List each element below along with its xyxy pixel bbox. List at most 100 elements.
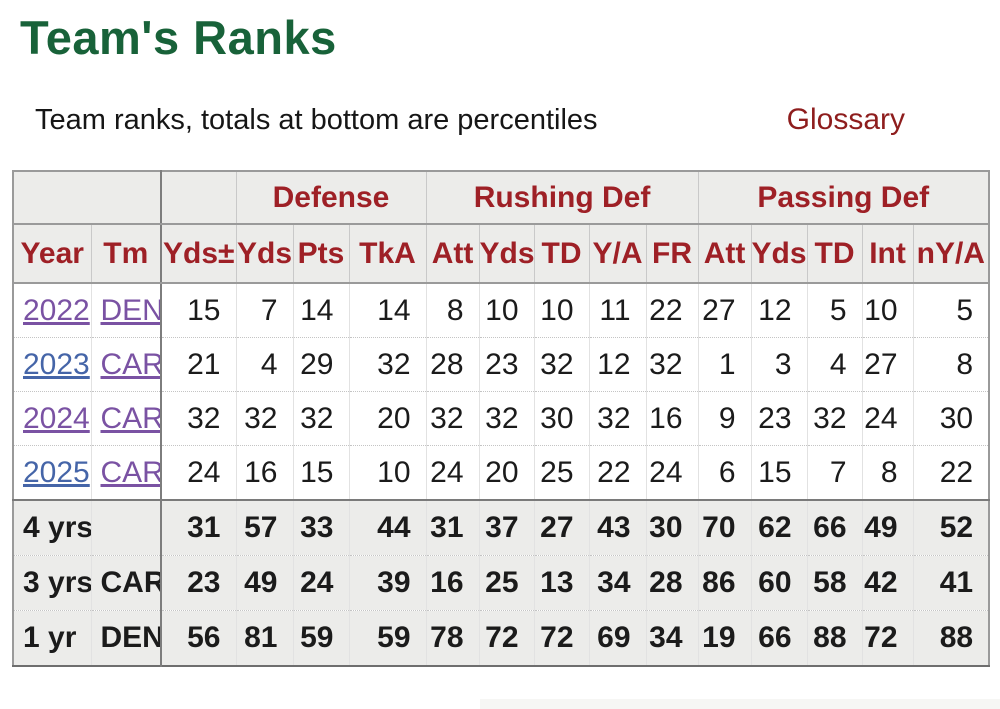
table-body: 2022 DEN 15 7 14 14 8 10 10 11 22 27 12 5 10 5 2023 CAR 21…: [13, 283, 990, 666]
percentile-cell: 41: [913, 555, 990, 611]
percentile-cell: 42: [862, 555, 914, 611]
percentile-cell: 49: [862, 499, 914, 556]
team-cell: CAR: [91, 445, 162, 500]
subtitle-text: Team ranks, totals at bottom are percent…: [35, 104, 598, 136]
rank-cell: 12: [589, 337, 647, 392]
total-label-cell: 3 yrs: [13, 555, 92, 611]
percentile-cell: 81: [236, 610, 294, 666]
rank-cell: 32: [236, 391, 294, 446]
total-team-cell: CAR: [91, 555, 162, 611]
year-link[interactable]: 2023: [23, 347, 90, 381]
team-link[interactable]: CAR: [100, 455, 161, 489]
percentile-cell: 66: [751, 610, 808, 666]
rank-cell: 32: [426, 391, 480, 446]
percentile-cell: 70: [698, 499, 752, 556]
percentile-cell: 37: [479, 499, 535, 556]
percentile-cell: 66: [807, 499, 863, 556]
percentile-cell: 25: [479, 555, 535, 611]
rank-cell: 32: [161, 391, 237, 446]
column-header: Year: [13, 224, 92, 284]
year-cell: 2025: [13, 445, 92, 500]
table-row: 2022 DEN 15 7 14 14 8 10 10 11 22 27 12 5 10 5: [13, 283, 990, 338]
percentile-cell: 60: [751, 555, 808, 611]
rank-cell: 21: [161, 337, 237, 392]
rank-cell: 32: [479, 391, 535, 446]
percentile-cell: 44: [349, 499, 427, 556]
percentile-cell: 31: [426, 499, 480, 556]
rank-cell: 32: [589, 391, 647, 446]
percentile-cell: 27: [534, 499, 590, 556]
percentile-cell: 28: [646, 555, 699, 611]
rank-cell: 20: [479, 445, 535, 500]
column-header: FR: [646, 224, 699, 284]
table-row: 2023 CAR 21 4 29 32 28 23 32 12 32 1 3 4 27 8: [13, 337, 990, 392]
glossary-link[interactable]: Glossary: [786, 103, 905, 136]
total-row: 3 yrs CAR 23 49 24 39 16 25 13 34 28 86 60 58 42 41: [13, 555, 990, 611]
page-title: Team's Ranks: [20, 11, 337, 64]
percentile-cell: 62: [751, 499, 808, 556]
column-header: nY/A: [913, 224, 990, 284]
rank-cell: 29: [293, 337, 350, 392]
team-cell: CAR: [91, 391, 162, 446]
total-team-cell: [91, 499, 162, 556]
table-row: 2025 CAR 24 16 15 10 24 20 25 22 24 6 15 7 8 22: [13, 445, 990, 500]
percentile-cell: 34: [646, 610, 699, 666]
rank-cell: 23: [751, 391, 808, 446]
rank-cell: 5: [807, 283, 863, 338]
year-cell: 2024: [13, 391, 92, 446]
percentile-cell: 59: [293, 610, 350, 666]
column-header-row: Year Tm Yds± Yds Pts TkA Att Yds TD Y/A FR Att Yds TD…: [13, 224, 990, 284]
rank-cell: 32: [807, 391, 863, 446]
percentile-cell: 69: [589, 610, 647, 666]
rank-cell: 16: [646, 391, 699, 446]
rank-cell: 23: [479, 337, 535, 392]
year-link[interactable]: 2025: [23, 455, 90, 489]
team-cell: DEN: [91, 283, 162, 338]
rank-cell: 22: [589, 445, 647, 500]
rank-cell: 25: [534, 445, 590, 500]
percentile-cell: 30: [646, 499, 699, 556]
column-header: TD: [534, 224, 590, 284]
rank-cell: 1: [698, 337, 752, 392]
column-header: Yds±: [161, 224, 237, 284]
percentile-cell: 72: [534, 610, 590, 666]
percentile-cell: 72: [862, 610, 914, 666]
rank-cell: 10: [862, 283, 914, 338]
rank-cell: 10: [479, 283, 535, 338]
column-header: Att: [426, 224, 480, 284]
rank-cell: 27: [862, 337, 914, 392]
percentile-cell: 88: [807, 610, 863, 666]
percentile-cell: 49: [236, 555, 294, 611]
team-link[interactable]: DEN: [100, 293, 161, 327]
percentile-cell: 57: [236, 499, 294, 556]
table-row: 2024 CAR 32 32 32 20 32 32 30 32 16 9 23 32 24 30: [13, 391, 990, 446]
percentile-cell: 34: [589, 555, 647, 611]
percentile-cell: 88: [913, 610, 990, 666]
rank-cell: 15: [751, 445, 808, 500]
rank-cell: 16: [236, 445, 294, 500]
rank-cell: 15: [293, 445, 350, 500]
cutoff-content-strip: [480, 699, 1000, 709]
rank-cell: 12: [751, 283, 808, 338]
year-link[interactable]: 2022: [23, 293, 90, 327]
rank-cell: 5: [913, 283, 990, 338]
rank-cell: 10: [534, 283, 590, 338]
year-link[interactable]: 2024: [23, 401, 90, 435]
rank-cell: 8: [426, 283, 480, 338]
rank-cell: 14: [349, 283, 427, 338]
rank-cell: 32: [293, 391, 350, 446]
team-ranks-table: Defense Rushing Def Passing Def Year Tm Yds±…: [12, 170, 991, 667]
team-link[interactable]: CAR: [100, 401, 161, 435]
rank-cell: 30: [913, 391, 990, 446]
rank-cell: 4: [807, 337, 863, 392]
rank-cell: 3: [751, 337, 808, 392]
rank-cell: 32: [349, 337, 427, 392]
rank-cell: 32: [646, 337, 699, 392]
team-link[interactable]: CAR: [100, 347, 161, 381]
percentile-cell: 52: [913, 499, 990, 556]
rank-cell: 32: [534, 337, 590, 392]
rank-cell: 22: [646, 283, 699, 338]
rank-cell: 22: [913, 445, 990, 500]
total-row: 1 yr DEN 56 81 59 59 78 72 72 69 34 19 66 88 72 88: [13, 610, 990, 666]
percentile-cell: 31: [161, 499, 237, 556]
